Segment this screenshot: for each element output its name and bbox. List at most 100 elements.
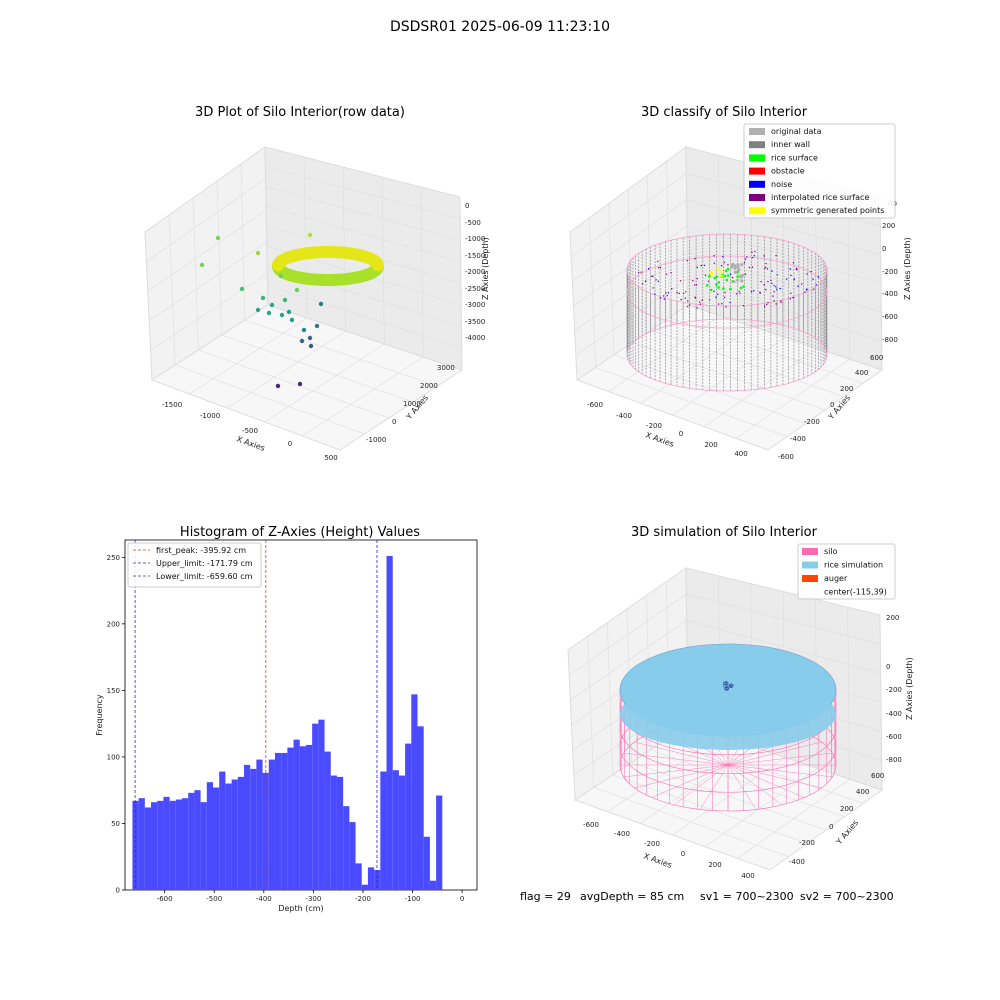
classify-surface-point [812, 278, 813, 279]
classify-legend-swatch [749, 128, 765, 135]
classify-surface-point [810, 271, 811, 272]
classify-rice-point [717, 286, 720, 289]
histogram-bar [349, 822, 355, 890]
histogram-xtick-label: -100 [405, 895, 421, 903]
histogram-title: Histogram of Z-Axies (Height) Values [180, 525, 420, 540]
histogram-bar [393, 770, 399, 890]
raw-scatter-point [200, 263, 204, 267]
histogram-bar [368, 867, 374, 890]
raw-scatter-point [240, 287, 244, 291]
histogram-bar [170, 801, 176, 890]
classify-surface-point [709, 299, 710, 300]
histogram-bar [337, 777, 343, 890]
histogram-bar [194, 790, 200, 890]
classify-surface-point [696, 284, 697, 285]
classify-surface-point [746, 256, 747, 257]
classify-surface-point [657, 261, 658, 262]
histogram-bar [188, 793, 194, 890]
classify-surface-point [780, 300, 781, 301]
raw-scatter-point [315, 324, 319, 328]
classify-surface-point [806, 273, 807, 274]
histogram-legend-label: Upper_limit: -171.79 cm [156, 559, 253, 568]
raw-plot-title: 3D Plot of Silo Interior(row data) [195, 105, 405, 120]
histogram-ytick-label: 50 [111, 820, 120, 828]
raw-z-label: Z Axies (Depth) [481, 237, 490, 300]
histogram-bar [145, 807, 151, 890]
classify-surface-point [777, 274, 778, 275]
classify-rice-point [724, 275, 727, 278]
classify-surface-point [738, 291, 739, 292]
classify-surface-point [752, 257, 753, 258]
classify-surface-point [701, 265, 702, 266]
classify-surface-point [766, 263, 767, 264]
classify-surface-point [770, 280, 771, 281]
classify-xtick: -400 [616, 412, 632, 420]
raw-scatter-point [280, 313, 284, 317]
classify-surface-point [751, 251, 752, 252]
classify-rice-point [717, 281, 720, 284]
classify-surface-point [767, 281, 768, 282]
classify-original-point [734, 271, 737, 274]
classify-surface-point [745, 258, 746, 259]
classify-z-ticks: 00 200 0 -200 -400 -600 -800 [882, 200, 898, 344]
classify-xtick: 0 [679, 430, 683, 438]
classify-surface-point [638, 272, 639, 273]
classify-surface-point [694, 297, 695, 298]
histogram-legend: first_peak: -395.92 cm Upper_limit: -171.… [128, 543, 261, 587]
classify-surface-point [701, 299, 702, 300]
sim-x-label: X Axies [642, 851, 673, 870]
classify-original-point [732, 280, 735, 283]
classify-original-point [740, 263, 743, 266]
classify-surface-point [760, 292, 761, 293]
classify-surface-point [724, 292, 725, 293]
classify-surface-point [813, 289, 814, 290]
histogram-y-label: Frequency [95, 694, 104, 736]
classify-surface-point [816, 284, 817, 285]
classify-surface-point [670, 272, 671, 273]
classify-legend-label: obstacle [771, 167, 805, 176]
classify-legend-label: noise [771, 180, 792, 189]
classify-legend-swatch [749, 207, 765, 214]
sim-ytick: -200 [799, 839, 815, 847]
classify-rice-point [708, 275, 711, 278]
raw-ztick: -3000 [465, 301, 485, 309]
classify-rice-point [727, 274, 730, 277]
histogram-bar [201, 802, 207, 890]
histogram-bar [418, 726, 424, 890]
sim-ztick: -200 [886, 686, 902, 694]
classify-surface-point [790, 275, 791, 276]
raw-scatter-point [283, 298, 287, 302]
sim-z-label: Z Axies (Depth) [905, 657, 914, 720]
raw-scatter-point [309, 344, 313, 348]
histogram-bar [225, 784, 231, 890]
histogram-bar [207, 782, 213, 890]
classify-rice-point [740, 287, 743, 290]
raw-ztick: 0 [465, 202, 469, 210]
raw-scatter-point [216, 236, 220, 240]
classify-surface-point [771, 270, 772, 271]
histogram-bar [151, 802, 157, 890]
raw-scatter-point [261, 296, 265, 300]
classify-original-point [736, 279, 739, 282]
classify-surface-point [700, 304, 701, 305]
histogram-legend-label: first_peak: -395.92 cm [156, 546, 246, 555]
classify-surface-point [806, 289, 807, 290]
classify-legend-label: inner wall [771, 140, 810, 149]
histogram-bar [306, 745, 312, 890]
classify-surface-point [666, 273, 667, 274]
histogram-xtick-label: -300 [305, 895, 321, 903]
raw-scatter-point [290, 318, 294, 322]
classify-surface-point [721, 303, 722, 304]
classify-surface-point [764, 268, 765, 269]
status-bar: flag = 29 avgDepth = 85 cm sv1 = 700~230… [520, 890, 894, 903]
classify-surface-point [694, 284, 695, 285]
classify-surface-point [654, 293, 655, 294]
raw-ztick: -3500 [465, 318, 485, 326]
classify-rice-point [725, 270, 728, 273]
classify-plot-title: 3D classify of Silo Interior [641, 105, 808, 120]
classify-legend-box [744, 124, 895, 218]
histogram-bar [387, 556, 393, 890]
raw-scatter-point [302, 328, 306, 332]
sim-legend-label: silo [824, 547, 838, 556]
histogram-bar [213, 788, 219, 890]
